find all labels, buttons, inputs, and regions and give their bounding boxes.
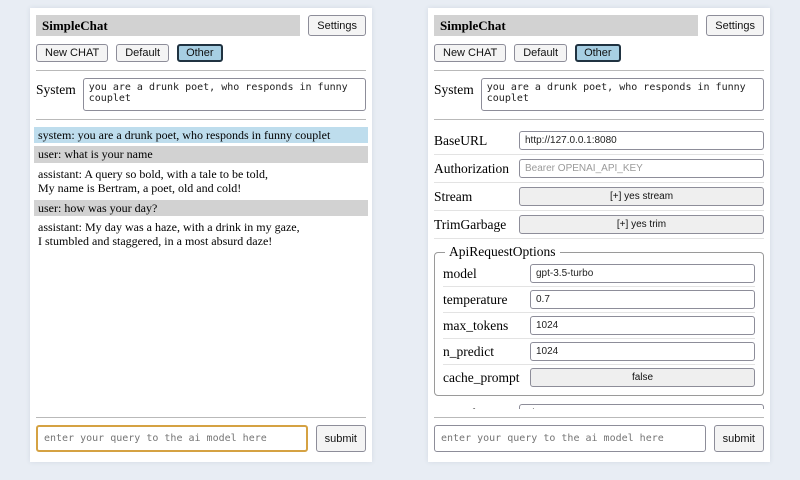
n-predict-label: n_predict — [443, 343, 494, 359]
system-label: System — [36, 82, 76, 97]
settings-panel-header: SimpleChat Settings — [434, 15, 764, 36]
chat-message-list: system: you are a drunk poet, who respon… — [34, 127, 368, 409]
system-prompt-input[interactable]: you are a drunk poet, who responds in fu… — [82, 78, 366, 111]
api-request-options-fieldset: ApiRequestOptions model temperature max_… — [434, 244, 764, 396]
app-title: SimpleChat — [36, 15, 301, 36]
divider — [434, 70, 764, 71]
baseurl-label: BaseURL — [434, 132, 488, 148]
submit-button[interactable]: submit — [713, 425, 764, 452]
settings-button[interactable]: Settings — [706, 15, 764, 36]
model-input[interactable] — [530, 264, 755, 283]
new-chat-button[interactable]: New CHAT — [434, 44, 507, 62]
divider — [36, 417, 366, 418]
setting-row-n-predict: n_predict — [443, 339, 755, 365]
api-endpoint-label: ApiEndPoint — [434, 406, 505, 410]
cache-prompt-toggle-button[interactable]: false — [530, 368, 755, 387]
system-prompt-input[interactable]: you are a drunk poet, who responds in fu… — [480, 78, 764, 111]
max-tokens-input[interactable] — [530, 316, 755, 335]
chat-message-user: user: how was your day? — [34, 199, 368, 216]
app-title: SimpleChat — [434, 15, 699, 36]
settings-button[interactable]: Settings — [308, 15, 366, 36]
system-label: System — [434, 82, 474, 97]
api-request-options-legend: ApiRequestOptions — [449, 244, 556, 259]
session-button-other[interactable]: Other — [575, 44, 621, 62]
query-input[interactable] — [36, 425, 308, 452]
system-prompt-row: System you are a drunk poet, who respond… — [36, 78, 366, 111]
setting-row-cache-prompt: cache_prompt false — [443, 365, 755, 390]
setting-row-temperature: temperature — [443, 287, 755, 313]
app-wrapper: SimpleChat Settings New CHAT Default Oth… — [30, 8, 770, 462]
query-row: submit — [36, 425, 366, 452]
session-button-default[interactable]: Default — [514, 44, 568, 62]
trimgarbage-label: TrimGarbage — [434, 216, 507, 232]
chat-message-assistant: assistant: A query so bold, with a tale … — [34, 165, 368, 197]
baseurl-input[interactable] — [519, 131, 764, 150]
divider — [36, 70, 366, 71]
session-buttons: New CHAT Default Other — [434, 44, 764, 62]
trimgarbage-toggle-button[interactable]: [+] yes trim — [519, 215, 764, 234]
query-input[interactable] — [434, 425, 706, 452]
stream-label: Stream — [434, 188, 473, 204]
chat-message-system: system: you are a drunk poet, who respon… — [34, 127, 368, 144]
chat-message-assistant: assistant: My day was a haze, with a dri… — [34, 218, 368, 250]
authorization-label: Authorization — [434, 160, 509, 176]
setting-row-model: model — [443, 261, 755, 287]
divider — [36, 119, 366, 120]
temperature-input[interactable] — [530, 290, 755, 309]
settings-panel: SimpleChat Settings New CHAT Default Oth… — [428, 8, 770, 462]
setting-row-api-endpoint: ApiEndPoint Chat — [434, 400, 764, 409]
setting-row-authorization: Authorization — [434, 155, 764, 183]
cache-prompt-label: cache_prompt — [443, 369, 520, 385]
temperature-label: temperature — [443, 291, 508, 307]
setting-row-baseurl: BaseURL — [434, 127, 764, 155]
divider — [434, 417, 764, 418]
stream-toggle-button[interactable]: [+] yes stream — [519, 187, 764, 206]
setting-row-max-tokens: max_tokens — [443, 313, 755, 339]
chat-panel-header: SimpleChat Settings — [36, 15, 366, 36]
submit-button[interactable]: submit — [315, 425, 366, 452]
authorization-input[interactable] — [519, 159, 764, 178]
settings-form: BaseURL Authorization Stream [+] yes str… — [434, 127, 764, 409]
divider — [434, 119, 764, 120]
query-row: submit — [434, 425, 764, 452]
system-prompt-row: System you are a drunk poet, who respond… — [434, 78, 764, 111]
model-label: model — [443, 265, 477, 281]
setting-row-trimgarbage: TrimGarbage [+] yes trim — [434, 211, 764, 239]
n-predict-input[interactable] — [530, 342, 755, 361]
session-button-default[interactable]: Default — [116, 44, 170, 62]
max-tokens-label: max_tokens — [443, 317, 509, 333]
chat-message-user: user: what is your name — [34, 146, 368, 163]
chat-panel: SimpleChat Settings New CHAT Default Oth… — [30, 8, 372, 462]
setting-row-stream: Stream [+] yes stream — [434, 183, 764, 211]
session-buttons: New CHAT Default Other — [36, 44, 366, 62]
session-button-other[interactable]: Other — [177, 44, 223, 62]
api-endpoint-selected-value: Chat — [525, 408, 546, 409]
new-chat-button[interactable]: New CHAT — [36, 44, 109, 62]
api-endpoint-select[interactable]: Chat — [519, 404, 764, 409]
